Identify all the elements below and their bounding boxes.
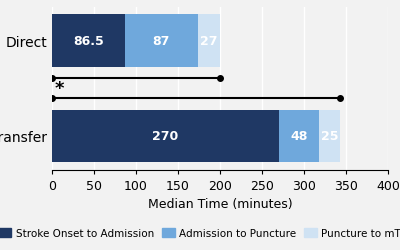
Bar	[279, 110, 319, 162]
Bar	[125, 15, 198, 67]
Bar	[52, 15, 125, 67]
Text: 25: 25	[321, 130, 338, 143]
Text: 270: 270	[152, 130, 178, 143]
Text: 48: 48	[290, 130, 308, 143]
Bar	[319, 110, 340, 162]
X-axis label: Median Time (minutes): Median Time (minutes)	[148, 198, 292, 210]
Text: 87: 87	[152, 34, 170, 48]
Text: 27: 27	[200, 34, 218, 48]
Text: 86.5: 86.5	[73, 34, 104, 48]
Text: *: *	[54, 80, 64, 98]
Legend: Stroke Onset to Admission, Admission to Puncture, Puncture to mTICI 2b-3: Stroke Onset to Admission, Admission to …	[0, 224, 400, 242]
Bar	[198, 15, 220, 67]
Bar	[52, 110, 279, 162]
